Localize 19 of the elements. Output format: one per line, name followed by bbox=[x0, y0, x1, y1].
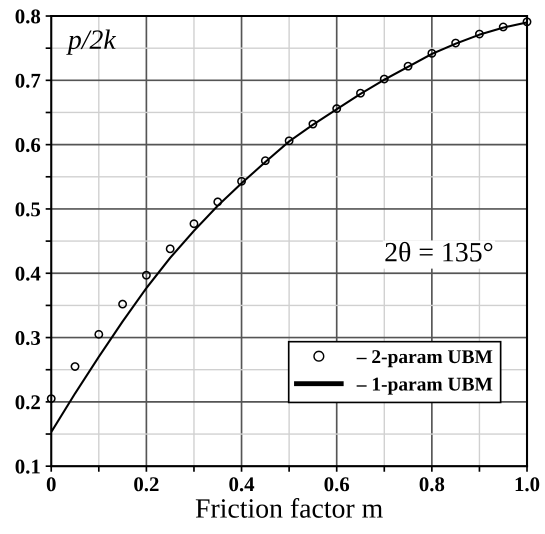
x-tick-label: 0.2 bbox=[134, 477, 159, 492]
x-tick-label: 0.4 bbox=[229, 477, 254, 492]
x-tick-label: 0.6 bbox=[324, 477, 350, 492]
y-tick-label: 0.5 bbox=[16, 202, 40, 216]
y-tick-label: 0.1 bbox=[16, 460, 40, 474]
y-axis-title: p/2k bbox=[66, 30, 116, 55]
y-tick-label: 0.6 bbox=[16, 138, 40, 152]
y-tick-label: 0.3 bbox=[16, 330, 40, 346]
x-tick-label: 1.0 bbox=[516, 477, 540, 492]
y-tick-label: 0.7 bbox=[16, 74, 40, 88]
x-axis-title: Friction factor m bbox=[196, 498, 383, 518]
legend-label: – 1-param UBM bbox=[356, 378, 492, 395]
y-tick-label: 0.8 bbox=[16, 9, 40, 24]
y-tick-label: 0.2 bbox=[16, 395, 40, 410]
x-tick-label: 0 bbox=[46, 477, 56, 492]
x-tick-label: 0.8 bbox=[420, 477, 444, 492]
annotation: 2θ = 135° bbox=[385, 242, 492, 262]
legend-label: – 2-param UBM bbox=[356, 350, 492, 368]
y-tick-label: 0.4 bbox=[16, 266, 40, 281]
